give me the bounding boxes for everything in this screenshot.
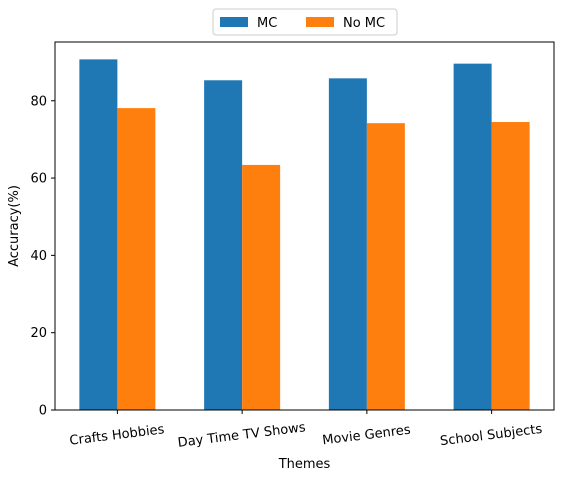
y-axis: 0 20 40 60 80 bbox=[30, 94, 55, 419]
x-tick-label: School Subjects bbox=[439, 422, 543, 449]
y-tick-label: 20 bbox=[30, 326, 47, 341]
bar-no-mc-4 bbox=[491, 122, 530, 410]
legend-swatch-2 bbox=[306, 17, 334, 27]
bar-mc-4 bbox=[453, 63, 492, 410]
bar-mc-2 bbox=[204, 80, 243, 410]
x-axis-label: Themes bbox=[278, 457, 331, 472]
y-tick-label: 0 bbox=[39, 404, 47, 419]
bar-no-mc-3 bbox=[366, 123, 405, 411]
bars-layer bbox=[79, 59, 530, 411]
legend-label-2: No MC bbox=[343, 16, 385, 31]
legend: MC No MC bbox=[212, 8, 398, 36]
legend-label-1: MC bbox=[257, 16, 277, 31]
x-tick-label: Crafts Hobbies bbox=[69, 422, 166, 449]
x-tick-label: Day Time TV Shows bbox=[177, 420, 307, 451]
y-tick-label: 80 bbox=[30, 94, 47, 109]
bar-mc-3 bbox=[328, 78, 367, 411]
plot-frame bbox=[54, 41, 555, 411]
legend-box bbox=[212, 8, 398, 36]
y-tick-label: 60 bbox=[30, 172, 47, 187]
y-tick-label: 40 bbox=[30, 249, 47, 264]
x-axis: Crafts Hobbies Day Time TV Shows Movie Gen… bbox=[69, 410, 543, 451]
bar-no-mc-2 bbox=[242, 164, 281, 410]
y-axis-label: Accuracy(%) bbox=[7, 185, 22, 267]
x-tick-label: Movie Genres bbox=[321, 423, 411, 449]
legend-swatch-1 bbox=[220, 17, 248, 27]
bar-no-mc-1 bbox=[117, 108, 156, 411]
bar-mc-1 bbox=[79, 59, 118, 410]
